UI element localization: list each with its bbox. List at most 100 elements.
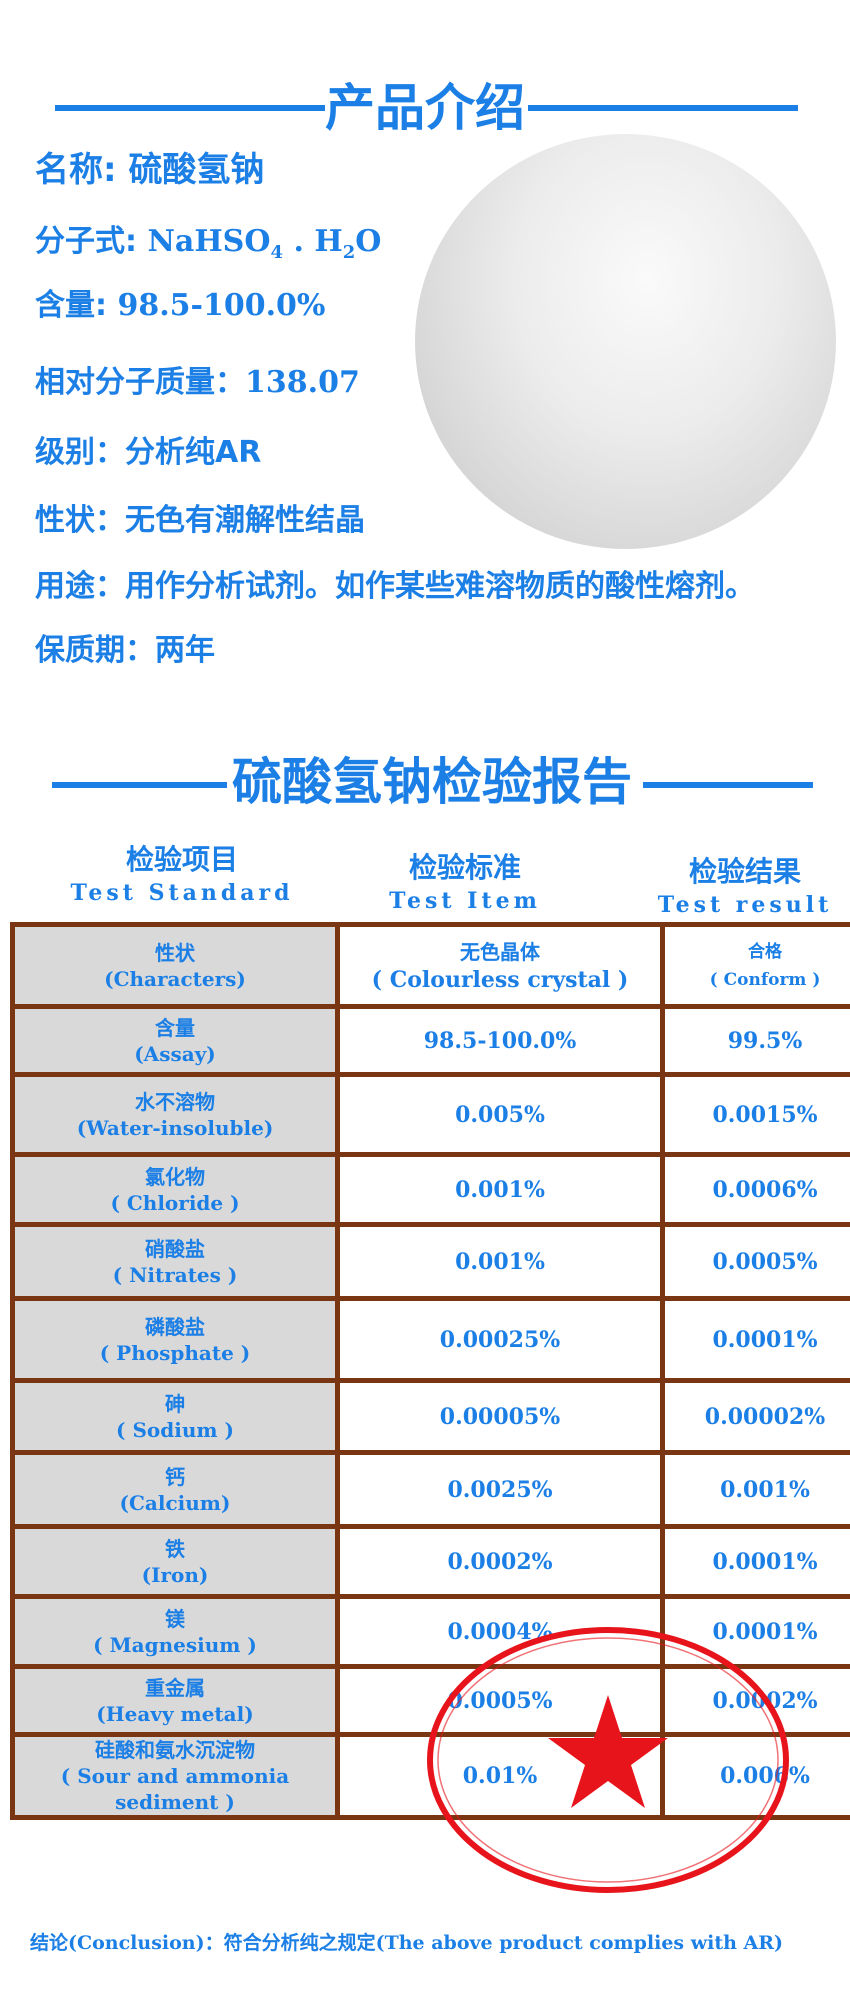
standard-cell: 0.01% [335,1732,665,1820]
column-header-cn: 检验项目 [125,843,238,876]
table-row: 磷酸盐( Phosphate ) 0.00025% 0.0001% [10,1296,850,1383]
item-cn: 砷 [165,1391,185,1416]
item-cn: 硅酸和氨水沉淀物 [95,1738,255,1762]
grade-row: 级别：分析纯AR [35,433,261,473]
usage-value: 用作分析试剂。如作某些难溶物质的酸性熔剂。 [125,569,755,604]
item-cn: 镁 [165,1606,185,1631]
item-en: (Heavy metal) [96,1701,254,1726]
shelf-label: 保质期： [35,633,155,668]
name-row: 名称: 硫酸氢钠 [35,148,264,192]
table-row: 性状 (Characters) 无色晶体( Colourless crystal )… [10,922,850,1009]
product-powder-image [415,134,836,549]
result-value: ( Conform ) [709,969,821,990]
table-row: 水不溶物 (Water-insoluble) 0.005% 0.0015% [10,1072,850,1157]
column-header-cn: 检验结果 [688,855,801,888]
item-cn: 水不溶物 [135,1089,215,1114]
result-value: 0.0005% [712,1248,818,1275]
item-en: (Water-insoluble) [76,1115,274,1140]
item-cell: 钙 (Calcium) [10,1450,340,1529]
column-header-result: 检验结果 Test result [640,854,850,920]
usage-label: 用途： [35,569,125,604]
formula-part: NaHSO [147,224,271,259]
report-rule-left [52,782,227,788]
mass-row: 相对分子质量：138.07 [35,363,360,403]
mass-label: 相对分子质量： [35,365,245,400]
item-cell: 水不溶物 (Water-insoluble) [10,1072,340,1157]
appearance-label: 性状： [35,503,125,538]
grade-label: 级别： [35,435,125,470]
column-header-en: Test Standard [70,880,294,906]
content-value: 98.5-100.0% [117,288,326,323]
item-cell: 镁( Magnesium ) [10,1594,340,1669]
result-value: 0.0006% [712,1176,818,1203]
table-row: 铁 (Iron) 0.0002% 0.0001% [10,1524,850,1599]
standard-value: 0.005% [455,1101,545,1128]
usage-row: 用途：用作分析试剂。如作某些难溶物质的酸性熔剂。 [35,567,755,607]
result-cell: 0.0001% [660,1524,850,1599]
item-cn: 性状 [155,940,195,965]
result-cell: 0.0001% [660,1296,850,1383]
standard-cell: 0.0004% [335,1594,665,1669]
item-cell: 氯化物( Chloride ) [10,1152,340,1227]
result-value: 0.0015% [712,1101,818,1128]
item-cell: 砷( Sodium ) [10,1378,340,1455]
standard-value: 0.0004% [447,1618,553,1645]
standard-cell: 98.5-100.0% [335,1004,665,1077]
standard-cell: 0.00005% [335,1378,665,1455]
standard-value: 0.0005% [447,1687,553,1714]
table-row: 氯化物( Chloride ) 0.001% 0.0006% [10,1152,850,1227]
item-cn: 氯化物 [145,1164,205,1189]
conclusion: 结论(Conclusion)：符合分析纯之规定(The above produc… [30,1932,784,1954]
table-row: 硅酸和氨水沉淀物( Sour and ammonia sediment ) 0.0… [10,1732,850,1820]
result-value: 0.006% [720,1763,810,1789]
name-value: 硫酸氢钠 [128,150,265,190]
standard-value: 0.001% [455,1248,545,1275]
result-cell: 0.00002% [660,1378,850,1455]
item-cell: 磷酸盐( Phosphate ) [10,1296,340,1383]
appearance-row: 性状：无色有潮解性结晶 [35,501,365,541]
title-rule-right [528,105,798,111]
item-cell: 重金属 (Heavy metal) [10,1664,340,1737]
report-title: 硫酸氢钠检验报告 [232,753,632,811]
title-rule-left [55,105,325,111]
item-cn: 硝酸盐 [145,1236,205,1261]
item-cn: 钙 [165,1464,185,1489]
standard-value: 0.00005% [439,1403,561,1430]
shelf-life-row: 保质期：两年 [35,631,215,671]
table-row: 重金属 (Heavy metal) 0.0005% 0.0002% [10,1664,850,1737]
result-value: 0.0001% [712,1618,818,1645]
result-cell: 0.001% [660,1450,850,1529]
content-row: 含量: 98.5-100.0% [35,286,325,326]
column-header-en: Test Item [389,888,541,914]
standard-value: 0.0025% [447,1476,553,1503]
result-value: 0.0001% [712,1326,818,1353]
item-en: ( Magnesium ) [93,1632,257,1657]
column-header-standard: 检验标准 Test Item [370,850,560,916]
item-en: ( Sodium ) [116,1417,234,1442]
table-row: 镁( Magnesium ) 0.0004% 0.0001% [10,1594,850,1669]
item-en: ( Sour and ammonia sediment ) [60,1764,290,1814]
item-cn: 含量 [155,1015,195,1040]
item-cn: 铁 [165,1536,185,1561]
table-row: 含量 (Assay) 98.5-100.0% 99.5% [10,1004,850,1077]
table-row: 硝酸盐( Nitrates ) 0.001% 0.0005% [10,1222,850,1301]
item-en: (Iron) [141,1562,209,1587]
standard-cn: 无色晶体 [460,939,540,964]
result-cell: 0.0005% [660,1222,850,1301]
column-header-en: Test result [657,892,833,918]
item-cn: 磷酸盐 [145,1314,205,1339]
standard-cell: 0.005% [335,1072,665,1157]
standard-value: 98.5-100.0% [423,1027,577,1054]
item-cell: 硅酸和氨水沉淀物( Sour and ammonia sediment ) [10,1732,340,1820]
report-rule-right [643,782,813,788]
result-value: 99.5% [727,1027,803,1054]
result-cell: 合格 ( Conform ) [660,922,850,1009]
result-cell: 0.0015% [660,1072,850,1157]
intro-title: 产品介绍 [325,79,525,137]
grade-value: 分析纯AR [125,435,262,470]
item-en: ( Nitrates ) [112,1262,238,1287]
result-cell: 0.0006% [660,1152,850,1227]
standard-value: ( Colourless crystal ) [371,966,629,993]
formula-row: 分子式: NaHSO4 . H2O [35,222,381,273]
shelf-value: 两年 [155,633,215,668]
